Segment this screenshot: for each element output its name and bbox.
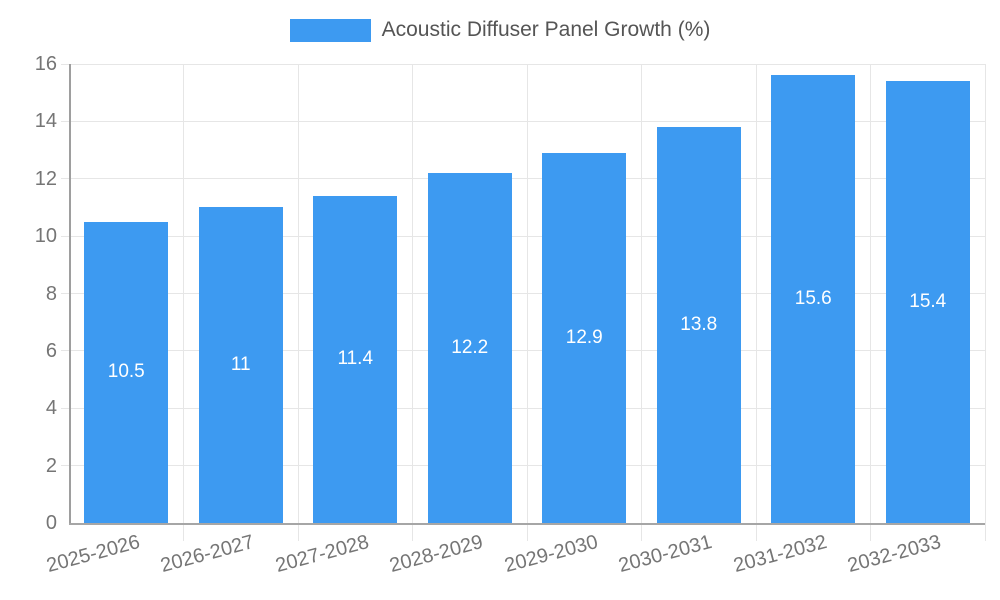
x-gridline (641, 64, 642, 541)
x-tick-label: 2031-2032 (730, 531, 829, 578)
y-gridline (61, 235, 985, 237)
x-gridline (526, 64, 528, 541)
x-gridline (870, 64, 871, 541)
bar-2026-2027[interactable]: 11 (198, 207, 283, 523)
x-gridline (755, 64, 757, 541)
y-tick-label: 10 (34, 225, 57, 248)
y-tick-label: 16 (34, 53, 57, 75)
y-gridline (61, 63, 985, 65)
bar-2029-2030[interactable]: 12.9 (542, 152, 627, 523)
x-gridline (984, 64, 986, 541)
y-tick-label: 4 (45, 397, 57, 420)
y-tick-label: 2 (45, 454, 57, 477)
bar-value-label: 11 (230, 354, 251, 376)
x-tick-label: 2025-2026 (43, 531, 142, 578)
y-axis-line (69, 64, 71, 525)
y-gridline (61, 407, 985, 409)
y-gridline (61, 293, 985, 294)
bar-2031-2032[interactable]: 15.6 (771, 75, 856, 523)
bar-2030-2031[interactable]: 13.8 (656, 127, 741, 523)
x-gridline (297, 64, 299, 541)
bar-value-label: 15.4 (909, 291, 947, 313)
bar-value-label: 15.6 (794, 288, 832, 310)
x-gridline (183, 64, 184, 541)
x-tick-label: 2030-2031 (616, 531, 715, 578)
y-gridline (61, 178, 985, 180)
bar-value-label: 12.2 (451, 337, 489, 358)
x-gridline (412, 64, 413, 541)
bar-2025-2026[interactable]: 10.5 (84, 221, 169, 523)
y-tick-label: 8 (45, 282, 57, 305)
x-axis-baseline (69, 523, 985, 525)
bar-value-label: 10.5 (107, 361, 145, 383)
bar-value-label: 11.4 (337, 348, 374, 370)
y-gridline (61, 350, 985, 352)
bar-2028-2029[interactable]: 12.2 (427, 173, 512, 523)
plot-area: 0 2 4 6 8 10 12 14 16 10.5 2025-2026 11 2026-2027 11.… (35, 54, 986, 577)
y-tick-label: 0 (45, 512, 57, 534)
x-tick-label: 2028-2029 (387, 531, 486, 578)
bar-2027-2028[interactable]: 11.4 (313, 195, 398, 523)
x-tick-label: 2026-2027 (158, 531, 257, 578)
y-gridline (61, 120, 985, 122)
y-gridline (61, 465, 985, 467)
y-tick-label: 6 (45, 339, 57, 362)
x-tick-label: 2029-2030 (501, 531, 600, 578)
y-tick-label: 12 (34, 167, 57, 190)
bar-value-label: 13.8 (680, 314, 718, 336)
bar-2032-2033[interactable]: 15.4 (885, 81, 970, 523)
legend: Acoustic Diffuser Panel Growth (%) (0, 18, 1000, 42)
legend-label: Acoustic Diffuser Panel Growth (%) (381, 18, 711, 41)
x-tick-label: 2027-2028 (272, 531, 371, 578)
y-tick-label: 14 (34, 110, 57, 133)
legend-swatch (289, 18, 371, 42)
x-tick-label: 2032-2033 (845, 531, 944, 578)
bar-value-label: 12.9 (565, 326, 603, 348)
